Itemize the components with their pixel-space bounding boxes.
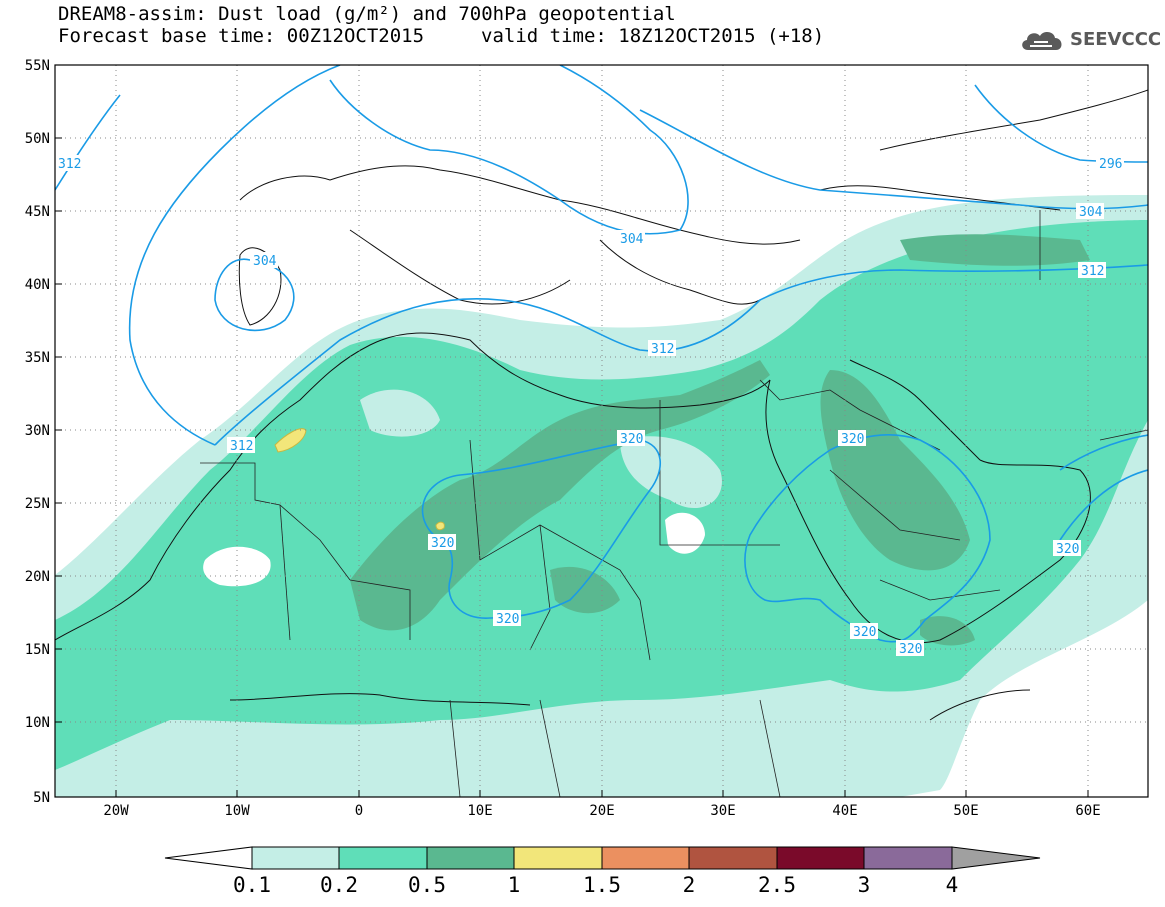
lat-label: 10N <box>25 715 50 731</box>
lon-label: 40E <box>832 803 857 819</box>
contour-label: 296 <box>1096 155 1124 172</box>
lat-label: 5N <box>33 790 50 806</box>
lat-label: 40N <box>25 277 50 293</box>
lat-label: 20N <box>25 569 50 585</box>
dust-region-peak <box>435 521 445 531</box>
contour-label: 320 <box>850 623 878 640</box>
contour-label: 304 <box>1076 203 1104 220</box>
colorbar-tick: 1.5 <box>583 873 621 897</box>
dust-gap <box>360 389 440 437</box>
contour-label-text: 320 <box>620 432 643 447</box>
lon-label: 30E <box>710 803 735 819</box>
contour-label-text: 304 <box>253 254 277 269</box>
logo-text: SEEVCCC <box>1070 29 1162 50</box>
colorbar-bin <box>426 846 515 870</box>
contour-label-text: 312 <box>230 439 253 454</box>
axis-ticks <box>55 64 1089 798</box>
lat-label: 25N <box>25 496 50 512</box>
contour-label: 320 <box>493 610 521 627</box>
contour-label: 320 <box>617 430 645 447</box>
contour-label: 320 <box>838 430 866 447</box>
contour-label: 312 <box>1078 262 1106 279</box>
lon-label: 20E <box>589 803 614 819</box>
lat-label: 15N <box>25 642 50 658</box>
colorbar-bin-over <box>951 846 1041 870</box>
latitude-labels: 55N 50N 45N 40N 35N 30N 25N 20N 15N 10N … <box>25 58 50 806</box>
contour-label-text: 304 <box>620 232 644 247</box>
colorbar <box>164 846 1041 870</box>
contour-label: 320 <box>428 534 456 551</box>
colorbar-bin-under <box>164 846 253 870</box>
colorbar-bin <box>688 846 778 870</box>
lat-label: 55N <box>25 58 50 74</box>
contour-label-text: 296 <box>1099 157 1122 172</box>
dust-region-high <box>920 616 975 646</box>
dust-region-high <box>820 370 970 571</box>
contour-label: 304 <box>617 230 645 247</box>
colorbar-tick: 2.5 <box>758 873 796 897</box>
dust-gap <box>620 436 722 509</box>
lon-label: 50E <box>953 803 978 819</box>
colorbar-tick: 0.1 <box>233 873 271 897</box>
lon-label: 10W <box>224 803 250 819</box>
cloud-icon <box>1022 32 1062 50</box>
lon-label: 0 <box>355 803 363 819</box>
contour-label-text: 320 <box>899 642 922 657</box>
lat-label: 30N <box>25 423 50 439</box>
colorbar-ticks: 0.1 0.2 0.5 1 1.5 2 2.5 3 4 <box>233 873 958 897</box>
colorbar-tick: 0.2 <box>320 873 358 897</box>
colorbar-bin <box>513 846 603 870</box>
contour-label: 320 <box>896 640 924 657</box>
valid-time: valid time: 18Z12OCT2015 (+18) <box>481 25 825 47</box>
contour-labels: 312 304 312 312 320 320 320 320 320 320 … <box>55 155 1124 657</box>
colorbar-tick: 1 <box>508 873 521 897</box>
contour-label-text: 320 <box>1056 542 1079 557</box>
lon-label: 20W <box>103 803 129 819</box>
contour-label-text: 320 <box>841 432 864 447</box>
dust-gap <box>665 512 705 554</box>
colorbar-bin <box>338 846 428 870</box>
contour-label-text: 320 <box>496 612 519 627</box>
colorbar-tick: 0.5 <box>408 873 446 897</box>
dust-region-high <box>350 360 770 631</box>
contour-label-text: 320 <box>853 625 876 640</box>
contour-label-text: 312 <box>651 342 674 357</box>
colorbar-tick: 2 <box>683 873 696 897</box>
map-title: DREAM8-assim: Dust load (g/m²) and 700hP… <box>58 3 676 25</box>
contour-label-text: 312 <box>1081 264 1104 279</box>
dust-region-high <box>900 234 1090 266</box>
lon-label: 10E <box>467 803 492 819</box>
contour-label: 312 <box>648 340 676 357</box>
graticule <box>55 65 1148 797</box>
contour-label-text: 320 <box>431 536 454 551</box>
longitude-labels: 20W 10W 0 10E 20E 30E 40E 50E 60E <box>103 803 1100 819</box>
lat-label: 50N <box>25 131 50 147</box>
contour-label: 320 <box>1053 540 1081 557</box>
colorbar-bin <box>601 846 690 870</box>
contour-label-text: 312 <box>58 157 81 172</box>
colorbar-tick: 4 <box>946 873 959 897</box>
contour-label: 304 <box>250 252 278 269</box>
colorbar-bin <box>776 846 865 870</box>
seevccc-logo: SEEVCCC <box>1018 26 1162 54</box>
colorbar-bin <box>863 846 953 870</box>
lon-label: 60E <box>1075 803 1100 819</box>
colorbar-tick: 3 <box>858 873 871 897</box>
contour-label: 312 <box>227 437 255 454</box>
contour-label-text: 304 <box>1079 205 1103 220</box>
colorbar-bin <box>251 846 340 870</box>
contour-label: 312 <box>55 155 83 172</box>
lat-label: 35N <box>25 350 50 366</box>
lat-label: 45N <box>25 204 50 220</box>
forecast-base-time: Forecast base time: 00Z12OCT2015 <box>58 25 425 47</box>
